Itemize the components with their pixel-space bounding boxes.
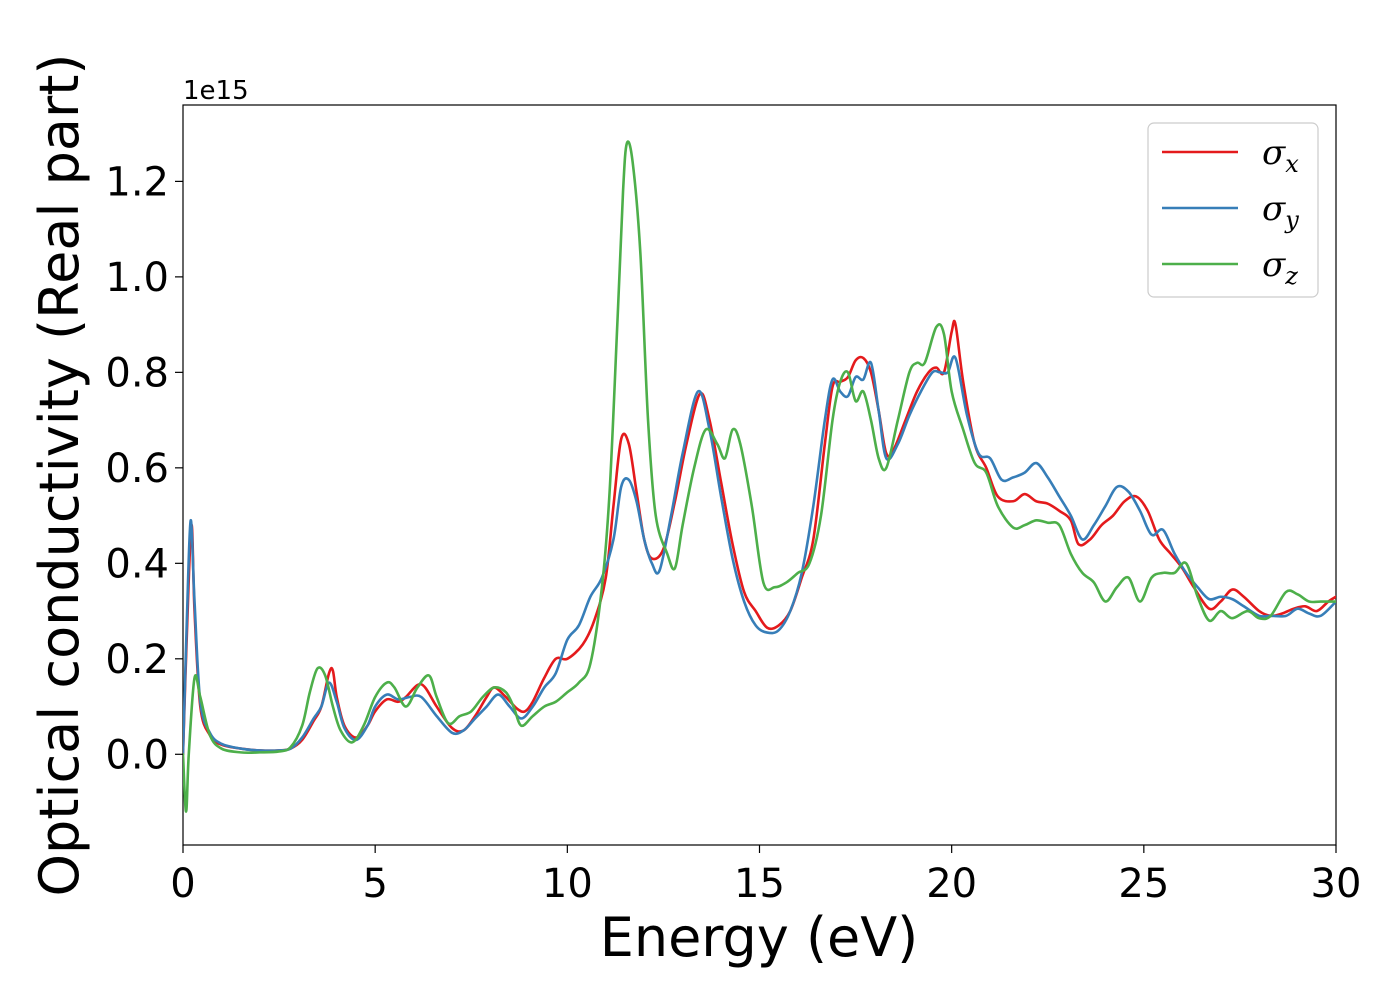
x-tick-label: 0 — [170, 861, 195, 907]
x-tick-label: 15 — [734, 861, 785, 907]
legend-label-x: σx — [1262, 133, 1299, 178]
y-tick-label: 1.0 — [105, 255, 169, 301]
series-line-x — [183, 319, 1336, 756]
legend-label-z: σz — [1262, 245, 1298, 290]
y-tick-label: 1.2 — [105, 159, 169, 205]
series-line-y — [183, 355, 1336, 756]
y-offset-label: 1e15 — [183, 76, 249, 106]
legend-label-y: σy — [1262, 189, 1299, 234]
x-tick-label: 10 — [542, 861, 593, 907]
y-axis-label: Optical conductivity (Real part) — [28, 54, 91, 897]
x-tick-label: 5 — [362, 861, 387, 907]
y-tick-label: 0.8 — [105, 350, 169, 396]
y-tick-label: 0.6 — [105, 446, 169, 492]
y-axis: 0.0 0.2 0.4 0.6 0.8 1.0 1.2 — [105, 159, 183, 778]
series-group — [183, 140, 1336, 813]
y-tick-label: 0.4 — [105, 541, 169, 587]
legend: σx σy σz — [1147, 122, 1319, 298]
x-tick-label: 30 — [1311, 861, 1362, 907]
x-axis-label: Energy (eV) — [600, 906, 919, 969]
x-tick-label: 20 — [926, 861, 977, 907]
y-tick-label: 0.0 — [105, 732, 169, 778]
series-line-z — [183, 140, 1336, 813]
y-tick-label: 0.2 — [105, 637, 169, 683]
x-axis: 0 5 10 15 20 25 30 — [170, 845, 1361, 907]
legend-frame — [1147, 122, 1319, 298]
x-tick-label: 25 — [1118, 861, 1169, 907]
